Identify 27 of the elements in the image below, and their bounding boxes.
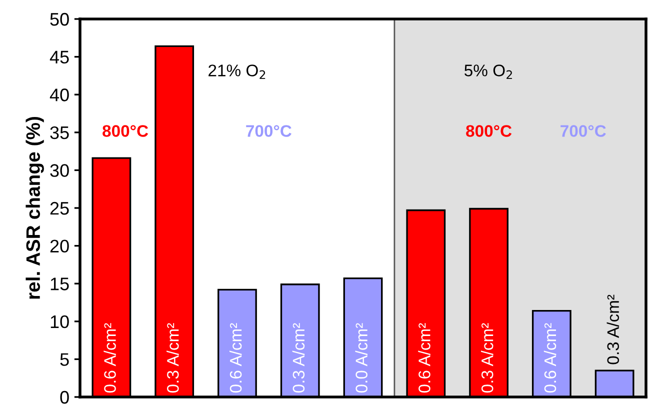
x-tick-label: 0.0 A/cm²: [355, 323, 368, 393]
annotation: 5% O$_{2}$: [464, 64, 512, 79]
x-tick-label: 0.3 A/cm²: [481, 323, 494, 393]
y-tick-label: 50: [50, 12, 69, 26]
y-tick-label: 40: [50, 88, 69, 102]
x-tick-label: 0.3 A/cm²: [166, 323, 179, 393]
x-tick-label: 0.3 A/cm²: [606, 294, 620, 364]
annotation: 800°C: [102, 125, 148, 137]
y-tick-label: 0: [60, 390, 69, 404]
x-tick-label: 0.3 A/cm²: [292, 323, 305, 393]
y-tick-label: 30: [50, 164, 69, 177]
y-tick-label: 10: [50, 315, 69, 328]
annotation: 700°C: [246, 125, 292, 137]
y-tick-label: 5: [60, 353, 69, 366]
y-tick-label: 35: [50, 126, 69, 140]
x-tick-label: 0.6 A/cm²: [418, 323, 430, 393]
y-tick-label: 15: [50, 278, 69, 290]
annotation: 700°C: [560, 125, 606, 137]
annotation: 800°C: [466, 125, 512, 137]
x-tick-label: 0.6 A/cm²: [229, 323, 242, 393]
annotation: 21% O$_{2}$: [208, 64, 266, 79]
y-tick-label: 25: [50, 202, 69, 215]
x-tick-label: 0.6 A/cm²: [544, 323, 556, 393]
y-tick-label: 20: [50, 240, 69, 253]
x-tick-label: 0.6 A/cm²: [104, 323, 116, 393]
y-axis-title: rel. ASR change (%): [26, 116, 44, 299]
y-tick-label: 45: [50, 50, 69, 64]
